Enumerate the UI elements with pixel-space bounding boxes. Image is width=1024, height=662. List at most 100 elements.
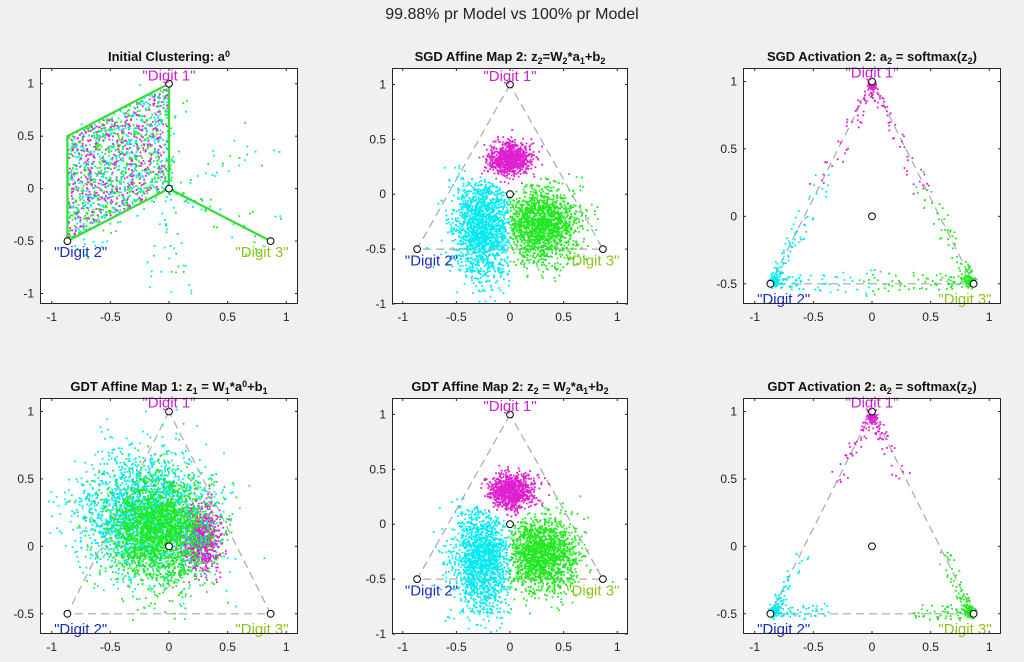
data-point [468,190,471,193]
data-point [526,167,528,170]
data-point [567,202,570,205]
data-point [122,152,124,154]
data-point [124,124,126,127]
data-point [471,210,474,213]
data-point [488,228,491,231]
data-point [460,251,463,254]
data-point [148,152,151,155]
data-point [157,105,160,108]
data-point [483,214,486,217]
data-point [573,219,575,222]
data-point [486,258,489,261]
data-point [460,257,463,260]
data-point [79,180,82,182]
data-point [533,241,536,244]
data-point [74,188,77,191]
data-point [475,213,478,216]
data-point [102,181,104,183]
data-point [147,173,150,176]
data-point [476,251,479,254]
data-point [489,233,492,235]
data-point [153,245,156,247]
data-point [115,209,118,211]
data-point [98,121,101,124]
data-point [192,206,194,208]
data-point [158,156,160,159]
data-point [515,223,518,225]
data-point [516,167,519,170]
data-point [568,231,571,234]
data-point [72,167,74,170]
data-point [161,120,163,123]
data-point [152,104,155,107]
data-point [506,200,509,203]
data-point [163,89,165,91]
data-point [125,164,128,167]
data-point [524,246,526,249]
data-point [146,143,149,146]
data-point [520,154,522,157]
data-point [469,238,472,241]
data-point [146,138,149,141]
data-point [479,218,482,221]
data-point [470,204,473,207]
data-point [77,155,80,158]
data-point [500,158,503,160]
data-point [535,202,537,204]
data-point [485,272,487,275]
data-point [119,183,122,185]
data-point [455,210,458,213]
data-point [168,257,171,260]
data-point [143,187,146,190]
data-point [495,154,498,156]
data-point [166,148,169,151]
data-point [136,103,138,106]
data-point [148,143,151,146]
data-point [466,257,469,259]
data-point [540,217,543,220]
data-point [478,247,481,250]
data-point [106,118,109,121]
data-point [130,183,133,185]
data-point [462,237,465,239]
data-point [89,205,92,208]
data-point [81,187,84,190]
data-point [120,120,123,123]
data-point [490,231,493,234]
data-point [461,205,464,208]
data-point [122,159,124,162]
data-point [499,151,502,154]
data-point [122,132,125,135]
data-point [453,249,455,251]
data-point [136,215,139,217]
data-point [171,171,173,174]
data-point [483,265,486,268]
data-point [501,148,504,150]
data-point [93,211,96,214]
data-point [68,217,71,219]
data-point [178,150,180,153]
series-digit-2 [426,164,511,303]
data-point [111,124,114,127]
data-point [478,156,481,159]
data-point [477,270,480,273]
data-point [75,226,78,229]
data-point [73,235,75,238]
data-point [80,149,83,152]
data-point [567,241,570,244]
data-point [80,145,82,148]
data-point [73,171,76,174]
data-point [482,240,485,243]
data-point [479,189,482,192]
data-point [94,244,97,247]
data-point [465,231,468,234]
data-point [546,198,549,200]
data-point [112,146,115,148]
data-point [494,254,497,257]
data-point [134,133,136,136]
data-point [544,215,547,217]
data-point [133,182,136,185]
data-point [136,145,139,147]
data-point [158,109,161,112]
data-point [172,207,175,209]
